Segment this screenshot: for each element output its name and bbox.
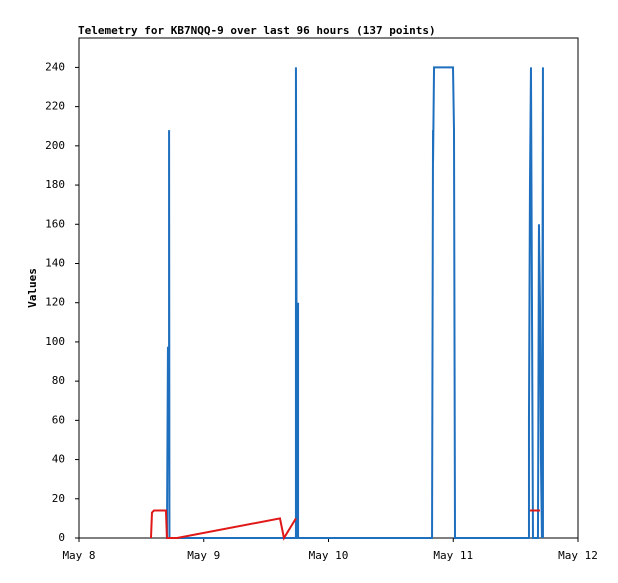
y-tick-label: 120 — [45, 296, 65, 309]
y-tick-label: 140 — [45, 256, 65, 269]
y-tick-label: 160 — [45, 217, 65, 230]
x-tick-label: May 11 — [433, 549, 473, 562]
y-axis-label: Values — [26, 268, 39, 308]
chart-title: Telemetry for KB7NQQ-9 over last 96 hour… — [78, 24, 436, 37]
y-tick-label: 80 — [52, 374, 65, 387]
y-tick-label: 20 — [52, 492, 65, 505]
x-tick-label: May 9 — [187, 549, 220, 562]
x-tick-label: May 8 — [62, 549, 95, 562]
y-tick-label: 180 — [45, 178, 65, 191]
y-tick-label: 200 — [45, 139, 65, 152]
y-tick-label: 0 — [58, 531, 65, 544]
y-tick-label: 60 — [52, 413, 65, 426]
y-tick-label: 40 — [52, 453, 65, 466]
y-tick-label: 220 — [45, 100, 65, 113]
x-tick-label: May 12 — [558, 549, 598, 562]
y-tick-label: 240 — [45, 60, 65, 73]
data-line — [165, 66, 544, 539]
x-tick-label: May 10 — [309, 549, 349, 562]
data-line — [149, 509, 540, 541]
y-tick-label: 100 — [45, 335, 65, 348]
